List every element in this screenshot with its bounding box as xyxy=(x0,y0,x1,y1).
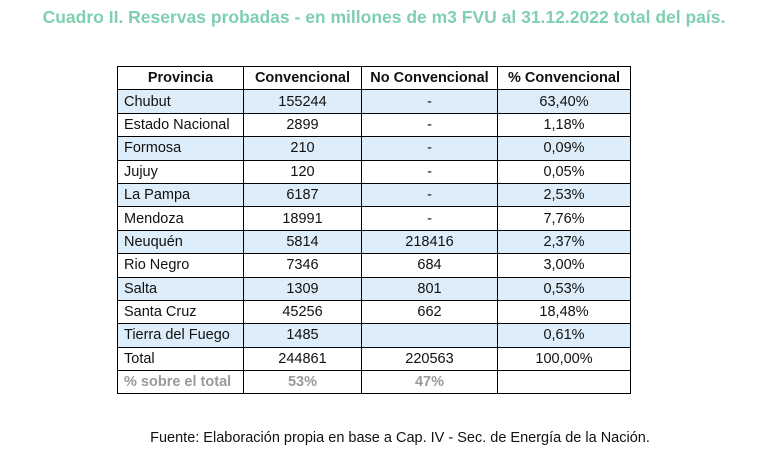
table-row: Tierra del Fuego 1485 0,61% xyxy=(117,323,631,348)
table-row: Chubut 155244-63,40% xyxy=(117,89,631,114)
cell: 2899 xyxy=(243,112,362,138)
table-row: Estado Nacional 2899-1,18% xyxy=(117,112,631,138)
cell: 53% xyxy=(243,370,362,395)
table-row: Salta 1309 801 0,53% xyxy=(117,276,631,301)
cell: 155244 xyxy=(243,89,362,114)
cell: 244861 xyxy=(243,346,362,372)
cell: 0,09% xyxy=(497,136,631,161)
cell: 2,37% xyxy=(497,229,631,255)
cell: 218416 xyxy=(361,229,498,255)
cell: 220563 xyxy=(361,346,498,372)
empty-cell xyxy=(497,370,631,395)
cell: 2,53% xyxy=(497,182,631,208)
cell: - xyxy=(361,89,498,114)
cell: 1309 xyxy=(243,276,362,301)
cell: - xyxy=(361,182,498,208)
cell: 1485 xyxy=(243,323,362,348)
table-row: Neuquén 5814 218416 2,37% xyxy=(117,229,631,255)
cell: % sobre el total xyxy=(117,370,244,395)
empty-cell xyxy=(361,323,498,348)
cell: 18991 xyxy=(243,206,362,231)
cell: 5814 xyxy=(243,229,362,255)
cell: - xyxy=(361,159,498,184)
cell: 7346 xyxy=(243,253,362,278)
table-row: Formosa 210-0,09% xyxy=(117,136,631,161)
header-cell: Convencional xyxy=(243,65,362,91)
cell: 0,61% xyxy=(497,323,631,348)
cell: 45256 xyxy=(243,299,362,325)
cell: 100,00% xyxy=(497,346,631,372)
cell: Estado Nacional xyxy=(117,112,244,138)
cell: 210 xyxy=(243,136,362,161)
table-row: Rio Negro 7346 684 3,00% xyxy=(117,253,631,278)
cell: Jujuy xyxy=(117,159,244,184)
cell: Rio Negro xyxy=(117,253,244,278)
cell: Salta xyxy=(117,276,244,301)
cell: 63,40% xyxy=(497,89,631,114)
title: Cuadro II. Reservas probadas - en millon… xyxy=(42,7,726,27)
cell: Neuquén xyxy=(117,229,244,255)
cell: 7,76% xyxy=(497,206,631,231)
cell: - xyxy=(361,206,498,231)
footer: Fuente: Elaboración propia en base a Cap… xyxy=(150,430,650,446)
cell: 120 xyxy=(243,159,362,184)
cell: 684 xyxy=(361,253,498,278)
table-row: La Pampa 6187-2,53% xyxy=(117,182,631,208)
cell: 18,48% xyxy=(497,299,631,325)
share-row: % sobre el total 53% 47% xyxy=(117,370,631,395)
header-cell: No Convencional xyxy=(361,65,498,91)
cell: 47% xyxy=(361,370,498,395)
cell: La Pampa xyxy=(117,182,244,208)
table-row: Mendoza 18991-7,76% xyxy=(117,206,631,231)
table: Provincia Convencional No Convencional% Co… xyxy=(117,65,631,395)
cell: 0,05% xyxy=(497,159,631,184)
header-cell: % Convencional xyxy=(497,65,631,91)
table-row: Jujuy 120-0,05% xyxy=(117,159,631,184)
cell: - xyxy=(361,112,498,138)
cell: - xyxy=(361,136,498,161)
cell: 0,53% xyxy=(497,276,631,301)
header-row: Provincia Convencional No Convencional% Co… xyxy=(117,65,631,91)
table-row: Santa Cruz 45256 662 18,48% xyxy=(117,299,631,325)
cell: 6187 xyxy=(243,182,362,208)
cell: Santa Cruz xyxy=(117,299,244,325)
cell: Total xyxy=(117,346,244,372)
cell: Formosa xyxy=(117,136,244,161)
cell: Tierra del Fuego xyxy=(117,323,244,348)
total-row: Total 244861 220563 100,00% xyxy=(117,346,631,372)
cell: 3,00% xyxy=(497,253,631,278)
header-cell: Provincia xyxy=(117,65,244,91)
cell: Mendoza xyxy=(117,206,244,231)
cell: Chubut xyxy=(117,89,244,114)
cell: 1,18% xyxy=(497,112,631,138)
cell: 801 xyxy=(361,276,498,301)
cell: 662 xyxy=(361,299,498,325)
